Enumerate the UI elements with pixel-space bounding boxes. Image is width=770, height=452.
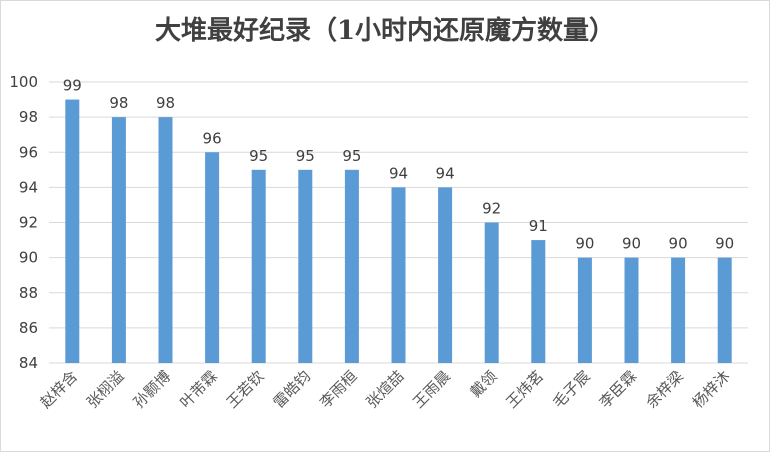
y-tick-label: 92	[19, 214, 38, 232]
x-tick-label: 雷皓钧	[270, 367, 315, 412]
y-tick-label: 98	[19, 108, 38, 126]
x-tick-label: 王若钦	[223, 367, 268, 412]
bar	[111, 117, 126, 363]
data-label: 92	[482, 200, 501, 218]
bar	[65, 99, 80, 363]
y-tick-label: 88	[19, 284, 38, 302]
x-tick-label: 李雨桓	[316, 367, 361, 412]
bar	[531, 240, 546, 363]
chart-title: 大堆最好纪录（1小时内还原魔方数量）	[154, 16, 616, 46]
data-label: 95	[342, 147, 361, 165]
x-tick-label: 张煊喆	[363, 367, 408, 412]
bar	[391, 187, 406, 363]
y-tick-label: 94	[19, 178, 38, 196]
x-tick-label: 王雨晨	[409, 367, 454, 412]
bar	[717, 257, 732, 363]
data-label: 90	[575, 235, 594, 253]
data-label: 91	[529, 217, 548, 235]
x-tick-label: 戴领	[467, 367, 501, 401]
data-label: 90	[622, 235, 641, 253]
bar	[298, 169, 313, 363]
bar	[344, 169, 359, 363]
data-label: 95	[249, 147, 268, 165]
bar	[577, 257, 592, 363]
x-tick-label: 李臣霖	[596, 367, 641, 412]
y-tick-label: 90	[19, 249, 38, 267]
bar	[158, 117, 173, 363]
bar	[624, 257, 639, 363]
data-labels: 99 98 98 96 95 95 95 94 94 92 91 90 90 90 90	[63, 77, 734, 253]
data-label: 99	[63, 77, 82, 95]
data-label: 94	[436, 164, 455, 182]
x-tick-label: 王炜茗	[503, 367, 548, 412]
x-tick-label: 余梓梁	[642, 367, 687, 412]
data-label: 95	[296, 147, 315, 165]
data-label: 98	[109, 94, 128, 112]
y-tick-label: 100	[9, 73, 38, 91]
x-axis-labels: 赵梓含 张栩溢 孙颢博 叶芾霖 王若钦 雷皓钧 李雨桓 张煊喆 王雨晨 戴领 王炜茗 毛子宸 李臣霖 余梓…	[37, 367, 734, 412]
data-label: 90	[669, 235, 688, 253]
y-axis-ticks: 84 86 88 90 92 94 96 98 100	[9, 73, 38, 372]
bar	[671, 257, 686, 363]
data-label: 98	[156, 94, 175, 112]
data-label: 90	[715, 235, 734, 253]
bar	[438, 187, 453, 363]
data-label: 94	[389, 164, 408, 182]
x-tick-label: 赵梓含	[37, 367, 82, 412]
bar	[484, 222, 499, 363]
y-tick-label: 96	[19, 143, 38, 161]
x-tick-label: 张栩溢	[83, 367, 128, 412]
y-tick-label: 84	[19, 354, 38, 372]
bar	[251, 169, 266, 363]
x-tick-label: 毛子宸	[549, 367, 594, 412]
x-tick-label: 杨梓沐	[689, 367, 734, 412]
x-tick-label: 孙颢博	[130, 367, 175, 412]
bars	[65, 99, 732, 363]
bar	[205, 152, 220, 363]
x-tick-label: 叶芾霖	[176, 367, 221, 412]
y-tick-label: 86	[19, 319, 38, 337]
data-label: 96	[203, 129, 222, 147]
